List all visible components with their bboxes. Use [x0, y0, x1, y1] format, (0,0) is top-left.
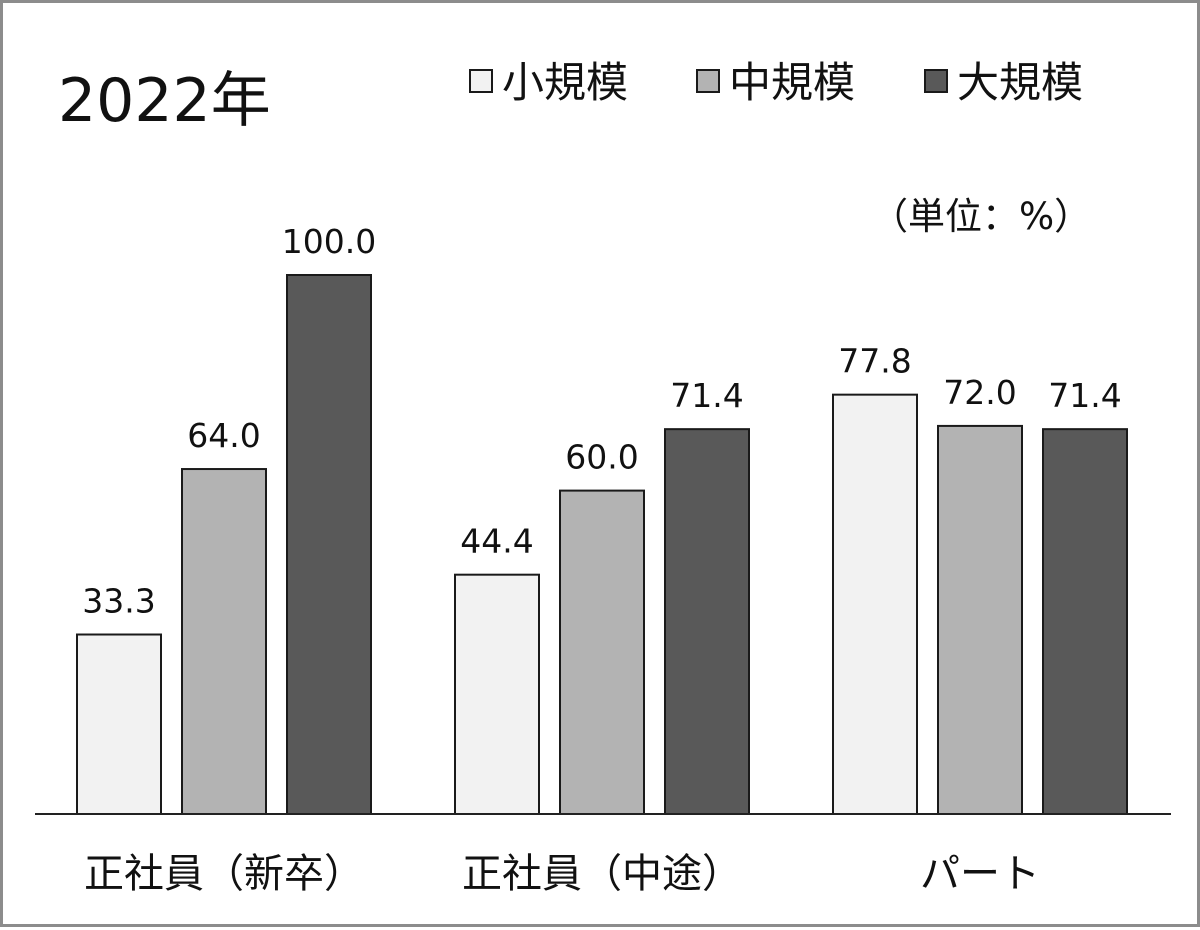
legend-label-1: 小規模 [502, 58, 628, 107]
value-label-2-2: 60.0 [565, 438, 638, 477]
bar-3-3 [1042, 428, 1128, 815]
bar-1-3 [286, 274, 372, 815]
bar-2-3 [664, 428, 750, 815]
value-label-2-1: 44.4 [460, 522, 533, 561]
category-labels-group: 正社員（新卒） 正社員（中途） パート [84, 851, 1040, 897]
value-label-2-3: 71.4 [670, 376, 743, 415]
value-label-3-2: 72.0 [943, 373, 1016, 412]
bar-3-1 [832, 393, 918, 815]
legend: 小規模 中規模 大規模 [469, 58, 1083, 107]
legend-item-1: 小規模 [469, 58, 628, 107]
bar-3-2 [937, 424, 1023, 815]
legend-swatch-2 [696, 69, 720, 93]
legend-swatch-3 [924, 69, 948, 93]
legend-label-2: 中規模 [729, 58, 855, 107]
bar-2-2 [559, 489, 645, 815]
bar-2-1 [454, 573, 540, 816]
value-label-1-1: 33.3 [82, 582, 155, 621]
legend-item-2: 中規模 [696, 58, 855, 107]
bar-1-1 [76, 633, 162, 815]
value-labels-group: 33.3 64.0 100.0 44.4 60.0 71.4 77.8 72.0 71.4 [82, 222, 1121, 621]
value-label-3-1: 77.8 [838, 342, 911, 381]
bar-chart: 2022年 小規模 中規模 大規模 （単位：%） 33.3 64.0 100.0 44.4… [35, 58, 1171, 897]
legend-swatch-1 [469, 69, 493, 93]
category-label-1: 正社員（新卒） [84, 851, 364, 897]
category-label-2: 正社員（中途） [462, 851, 742, 897]
value-label-1-2: 64.0 [187, 416, 260, 455]
category-label-3: パート [920, 851, 1040, 897]
legend-item-3: 大規模 [924, 58, 1083, 107]
legend-label-3: 大規模 [957, 58, 1083, 107]
value-label-3-3: 71.4 [1048, 376, 1121, 415]
unit-label: （単位：%） [871, 195, 1091, 238]
chart-title: 2022年 [58, 66, 271, 136]
bars-group [76, 274, 1128, 816]
value-label-1-3: 100.0 [282, 222, 376, 261]
bar-1-2 [181, 468, 267, 815]
